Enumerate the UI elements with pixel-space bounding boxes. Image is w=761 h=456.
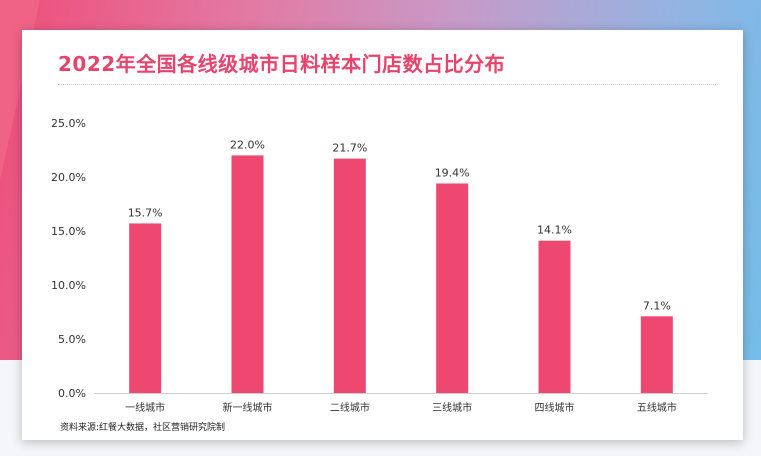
y-tick-label: 25.0% <box>51 117 86 130</box>
bar <box>333 158 366 393</box>
y-tick-label: 20.0% <box>51 171 86 184</box>
y-tick-label: 5.0% <box>58 333 86 346</box>
y-tick-label: 0.0% <box>58 387 86 400</box>
bar <box>231 155 264 393</box>
x-category-label: 三线城市 <box>432 401 472 414</box>
x-category-label: 二线城市 <box>330 401 370 414</box>
x-category-label: 四线城市 <box>535 401 575 414</box>
y-tick-label: 15.0% <box>51 225 86 238</box>
bar-value-label: 14.1% <box>537 224 572 237</box>
y-tick-label: 10.0% <box>51 279 86 292</box>
bar-value-label: 15.7% <box>128 206 163 219</box>
x-category-label: 五线城市 <box>637 401 677 414</box>
bar <box>640 316 673 393</box>
source-note: 资料来源:红餐大数据，社区营销研究院制 <box>60 423 226 433</box>
bar <box>436 183 469 393</box>
bar-chart: 0.0% 5.0% 10.0% 15.0% 20.0% 25.0% 15.7% 一线城市 22.… <box>51 117 708 414</box>
bar-value-label: 21.7% <box>332 142 367 155</box>
title-divider <box>58 84 716 85</box>
bar-value-label: 7.1% <box>643 299 671 312</box>
bar-value-label: 22.0% <box>230 138 265 151</box>
bar <box>129 223 162 393</box>
chart-card: 2022年全国各线级城市日料样本门店数占比分布 0.0% 5.0% 10.0% 15.… <box>22 30 743 440</box>
x-category-label: 新一线城市 <box>223 401 273 414</box>
bar-value-label: 19.4% <box>435 166 470 179</box>
chart-title: 2022年全国各线级城市日料样本门店数占比分布 <box>58 52 506 76</box>
bar <box>538 240 571 393</box>
x-category-label: 一线城市 <box>125 401 165 414</box>
